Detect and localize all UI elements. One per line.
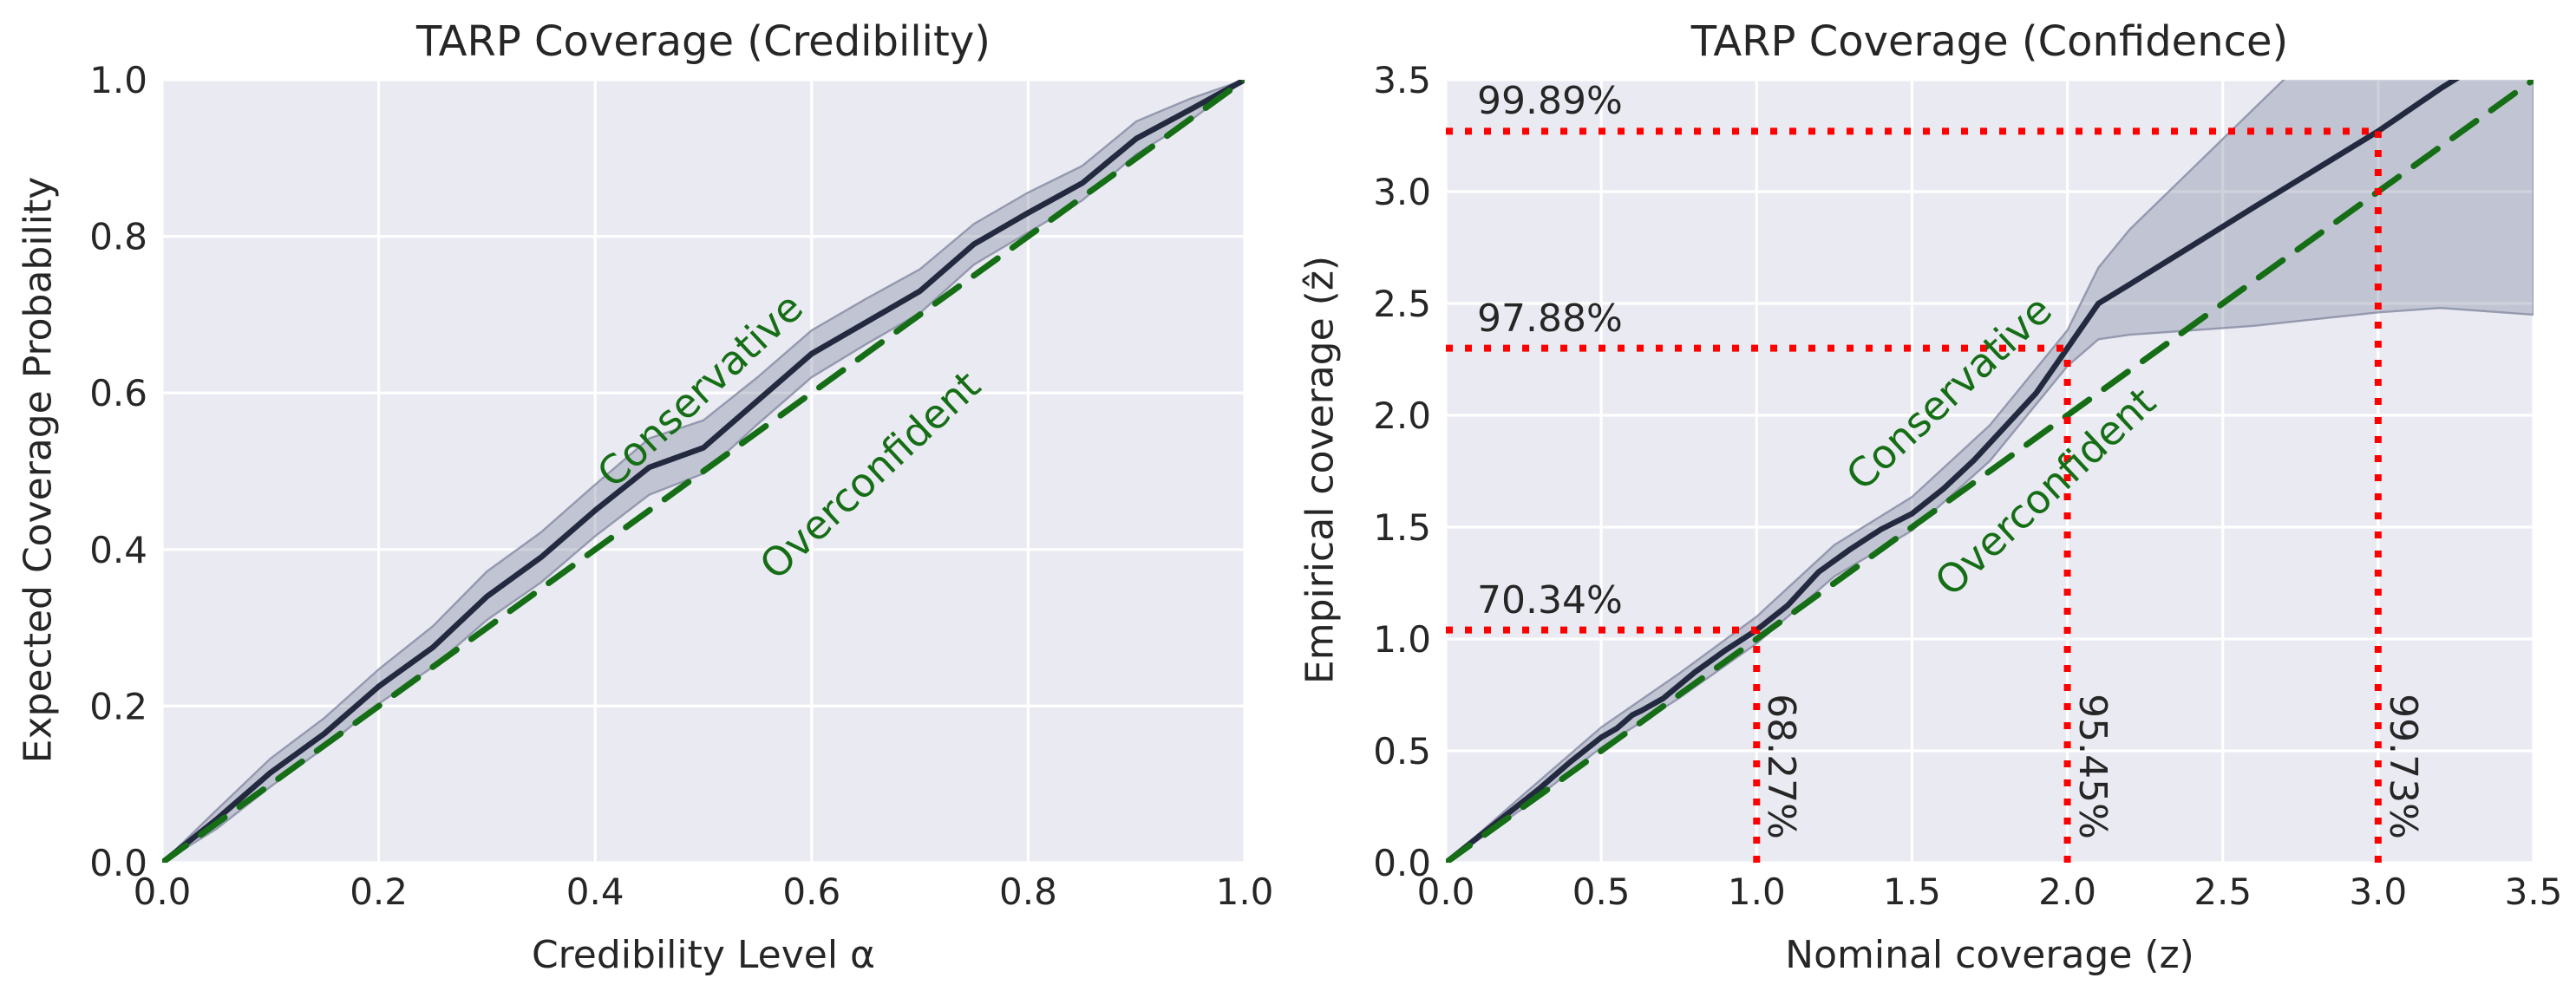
xtick-label: 0.6 xyxy=(782,870,840,913)
guide-label-empirical-99: 99.89% xyxy=(1477,79,1623,124)
xtick-label: 0.0 xyxy=(1417,870,1475,913)
ytick-label: 0.5 xyxy=(1373,730,1431,773)
xtick-label: 0.2 xyxy=(350,870,408,913)
title-confidence: TARP Coverage (Confidence) xyxy=(1690,17,2289,66)
ytick-label: 2.0 xyxy=(1373,394,1431,437)
xlabel-credibility: Credibility Level α xyxy=(531,933,876,977)
ytick-label: 1.0 xyxy=(1373,618,1431,661)
ytick-label: 3.5 xyxy=(1373,59,1431,101)
xtick-label: 2.0 xyxy=(2038,870,2096,913)
ideal-calibration-line xyxy=(162,80,1245,863)
ideal-calibration-line xyxy=(1446,80,2534,863)
guide-label-empirical-95: 97.88% xyxy=(1477,296,1623,341)
ytick-label: 0.2 xyxy=(89,685,147,727)
expected-coverage-line xyxy=(162,80,1245,863)
xtick-label: 2.5 xyxy=(2194,870,2252,913)
xtick-label: 0.4 xyxy=(566,870,624,913)
ytick-label: 0.0 xyxy=(1373,842,1431,884)
xtick-label: 3.5 xyxy=(2505,870,2563,913)
xtick-label: 0.0 xyxy=(134,870,192,913)
xlabel-confidence: Nominal coverage (z) xyxy=(1785,933,2194,977)
xtick-label: 0.8 xyxy=(999,870,1057,913)
xtick-label: 1.5 xyxy=(1883,870,1941,913)
ytick-label: 1.5 xyxy=(1373,506,1431,549)
xtick-label: 1.0 xyxy=(1216,870,1274,913)
xtick-label: 3.0 xyxy=(2349,870,2407,913)
title-credibility: TARP Coverage (Credibility) xyxy=(416,17,991,66)
ytick-label: 0.8 xyxy=(89,216,147,258)
guide-label-nominal-99: 99.73% xyxy=(2380,694,2425,839)
guide-label-empirical-68: 70.34% xyxy=(1477,577,1623,623)
ytick-label: 2.5 xyxy=(1373,283,1431,325)
xtick-label: 1.0 xyxy=(1728,870,1786,913)
guide-label-nominal-68: 68.27% xyxy=(1759,694,1804,839)
ylabel-confidence: Empirical coverage (ẑ) xyxy=(1298,255,1343,685)
guide-label-nominal-95: 95.45% xyxy=(2069,694,2115,839)
chart-credibility: 0.0 0.2 0.4 0.6 0.8 1.0 0.0 0.2 0.4 0.6 0.8 1.0 xyxy=(89,59,1273,913)
ytick-label: 0.4 xyxy=(89,529,147,571)
ytick-label: 1.0 xyxy=(89,59,147,101)
ytick-label: 3.0 xyxy=(1373,171,1431,213)
empirical-coverage-line xyxy=(1446,80,2461,863)
xtick-label: 0.5 xyxy=(1572,870,1631,913)
ylabel-credibility: Expected Coverage Probability xyxy=(16,176,61,764)
chart-confidence: 0.0 0.5 1.0 1.5 2.0 2.5 3.0 3.5 0.0 0.5 1.0 1.5 2.0 2… xyxy=(1373,59,2563,913)
ytick-label: 0.0 xyxy=(89,842,147,884)
ytick-label: 0.6 xyxy=(89,372,147,414)
